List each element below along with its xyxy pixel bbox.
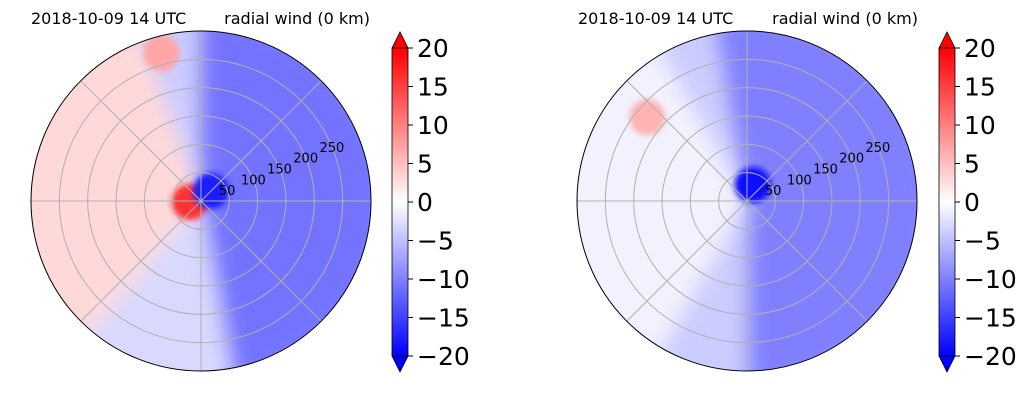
colorbar-tick-label: −10: [417, 265, 470, 294]
angular-gridline: [746, 80, 868, 202]
colorbar-tick-label: 10: [417, 111, 449, 140]
colorbar-tick-label: −10: [964, 265, 1017, 294]
panel-1: 2018-10-09 14 UTC radial wind (0 km) 501…: [30, 9, 470, 373]
panel-1-title-left: 2018-10-09 14 UTC: [31, 9, 186, 28]
panel-1-title-right: radial wind (0 km): [224, 9, 370, 28]
colorbar-tick-label: −15: [964, 304, 1017, 333]
field-sector: [653, 201, 747, 371]
panel-2-polar-frame: [576, 30, 918, 372]
field-sector: [201, 31, 371, 371]
colorbar-tick-label: 0: [417, 188, 433, 217]
field-sector: [80, 201, 234, 371]
colorbar-tick-label: −5: [964, 227, 1001, 256]
angular-gridline: [200, 200, 322, 322]
radial-tick-label: 200: [293, 152, 318, 167]
colorbar-tick-label: −5: [417, 227, 454, 256]
panel-2-colorbar-bar: [938, 47, 956, 357]
colorbar-tick-label: −20: [417, 342, 470, 371]
colorbar-tick-label: 5: [417, 150, 433, 179]
radial-tick-label: 100: [241, 173, 266, 188]
panel-2-gridlines: [577, 31, 917, 371]
panel-1-colorbar-max-extend: [391, 31, 409, 49]
colorbar-tick-label: −20: [964, 342, 1017, 371]
angular-gridline: [746, 200, 868, 322]
angular-gridline: [80, 200, 202, 322]
radial-tick-label: 250: [865, 141, 890, 156]
radial-tick-label: 200: [839, 152, 864, 167]
field-blob: [143, 35, 180, 72]
radial-tick-label: 150: [813, 162, 838, 177]
colorbar-tick-label: 15: [417, 73, 449, 102]
panel-2-title-right: radial wind (0 km): [772, 9, 918, 28]
radial-tick-label: 250: [319, 141, 344, 156]
panel-1-colorbar-bar: [391, 47, 409, 357]
panel-1-gridlines: [31, 31, 371, 371]
colorbar-tick-label: 5: [964, 150, 980, 179]
radial-tick-label: 50: [765, 184, 782, 199]
colorbar-tick-label: 0: [964, 188, 980, 217]
panel-2-colorbar-max-extend: [938, 31, 956, 49]
radial-tick-label: 50: [219, 184, 236, 199]
panel-2-colorbar-min-extend: [938, 355, 956, 373]
panel-2-colorbar-ticks: −20 −15 −10 −5 0 5 10 15 20: [955, 34, 1017, 371]
panel-2-title-left: 2018-10-09 14 UTC: [578, 9, 733, 28]
panel-2-colorbar: −20 −15 −10 −5 0 5 10 15 20: [938, 31, 1017, 373]
panel-2: 2018-10-09 14 UTC radial wind (0 km) 501…: [576, 9, 1017, 373]
colorbar-tick-label: 10: [964, 111, 996, 140]
colorbar-tick-label: 20: [964, 34, 996, 63]
panel-1-polar-frame: [30, 30, 372, 372]
field-blob: [629, 99, 666, 136]
field-blob: [734, 167, 771, 204]
angular-gridline: [626, 200, 748, 322]
panel-1-colorbar-min-extend: [391, 355, 409, 373]
angular-gridline: [80, 80, 202, 202]
colorbar-tick-label: 20: [417, 34, 449, 63]
panel-1-colorbar-ticks: −20 −15 −10 −5 0 5 10 15 20: [408, 34, 470, 371]
radial-tick-label: 150: [267, 162, 292, 177]
angular-gridline: [626, 80, 748, 202]
colorbar-tick-label: 15: [964, 73, 996, 102]
radial-tick-label: 100: [787, 173, 812, 188]
colorbar-tick-label: −15: [417, 304, 470, 333]
angular-gridline: [200, 80, 322, 202]
panel-1-colorbar: −20 −15 −10 −5 0 5 10 15 20: [391, 31, 470, 373]
